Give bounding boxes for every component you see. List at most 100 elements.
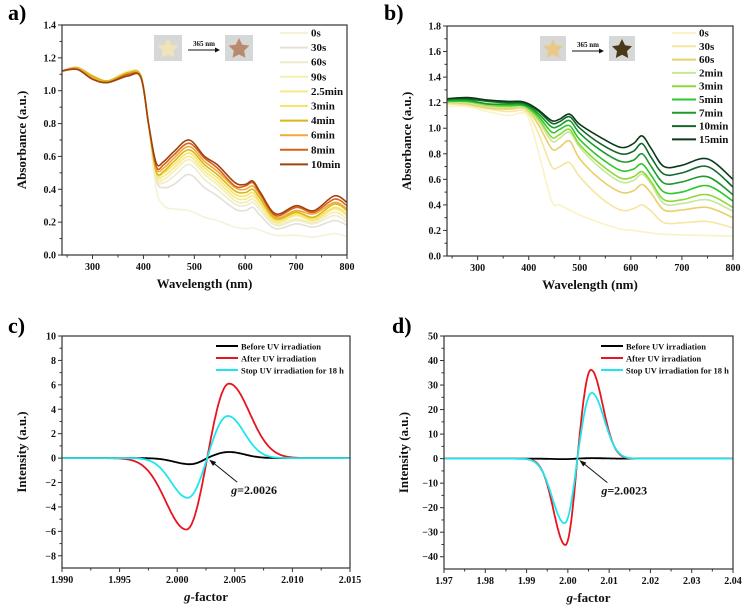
- star-icon: [157, 38, 179, 58]
- series-line-30s: [447, 103, 733, 229]
- series-line-0s: [447, 105, 733, 237]
- series-line-5min: [447, 100, 733, 202]
- x-tick-label: 600: [623, 263, 638, 274]
- y-tick-label: 0.6: [429, 175, 442, 186]
- y-tick-label: 0: [433, 454, 438, 465]
- y-tick-label: 1.2: [44, 53, 57, 64]
- y-tick-label: 0.8: [429, 149, 442, 160]
- y-tick-label: 50: [428, 332, 438, 343]
- legend-label: 8min: [311, 144, 335, 156]
- y-tick-label: 8: [51, 356, 56, 367]
- y-tick-label: −30: [422, 528, 438, 539]
- annotation-italic: g: [230, 483, 237, 497]
- annotation-value: =2.0023: [607, 484, 647, 498]
- y-axis-title: Absorbance (a.u.): [399, 92, 414, 191]
- y-tick-label: 0.2: [429, 226, 442, 237]
- y-tick-label: 1.4: [429, 73, 442, 84]
- x-axis-title: g-factor: [183, 589, 228, 604]
- x-tick-label: 700: [289, 262, 304, 273]
- x-tick-label: 2.04: [724, 576, 742, 587]
- legend-label: After UV irradiation: [241, 354, 317, 364]
- legend-label: 60s: [311, 57, 327, 69]
- y-axis-title: Intensity (a.u.): [14, 411, 29, 492]
- y-tick-label: 2: [51, 429, 56, 440]
- y-tick-label: 0.4: [429, 200, 442, 211]
- plot-area: [444, 369, 733, 546]
- x-tick-label: 500: [572, 263, 587, 274]
- x-axis-title-rest: -factor: [190, 589, 228, 604]
- legend-label: 60s: [699, 54, 715, 66]
- x-tick-label: 300: [470, 263, 485, 274]
- y-tick-label: 0.4: [44, 185, 57, 196]
- legend-label: 2min: [699, 67, 723, 79]
- legend-label: 2.5min: [311, 86, 343, 98]
- series-line-90s: [62, 66, 347, 225]
- y-tick-label: 10: [428, 430, 438, 441]
- y-tick-label: 30: [428, 381, 438, 392]
- legend-label: 7min: [699, 107, 723, 119]
- series-line-10min: [447, 97, 733, 188]
- y-tick-label: −20: [422, 503, 438, 514]
- legend-label: 0s: [699, 28, 710, 40]
- legend: 0s 30s 60s 90s 2.5min 3min 4min 6min 8min 10min: [280, 28, 343, 171]
- legend-label: Stop UV irradiation for 18 h: [626, 366, 729, 376]
- panel-label: a): [8, 0, 26, 25]
- series-line-15min: [447, 96, 733, 180]
- plot-area: [62, 382, 350, 531]
- plot-area: [62, 66, 347, 238]
- y-tick-label: −2: [45, 478, 56, 489]
- x-tick-label: 400: [521, 263, 536, 274]
- y-tick-label: 0.0: [44, 251, 57, 262]
- panel-label: d): [392, 313, 412, 338]
- y-tick-label: −4: [45, 502, 56, 513]
- y-tick-label: 1.2: [429, 98, 442, 109]
- x-tick-label: 1.995: [108, 575, 131, 586]
- star-icon: [228, 38, 250, 58]
- legend-label: 3min: [699, 81, 723, 93]
- legend-label: 4min: [311, 115, 335, 127]
- annotation-arrow-head-icon: [579, 460, 587, 467]
- chart-panel-3: d) 1.97 1.98 1.99 2.00 2.01 2.02 2.03 2.04 −40 −30…: [392, 313, 742, 605]
- panel-label: c): [8, 313, 25, 338]
- x-tick-label: 600: [238, 262, 253, 273]
- y-tick-label: 1.0: [429, 124, 442, 135]
- series-line-8min: [62, 68, 347, 217]
- y-tick-label: 0.8: [44, 119, 57, 130]
- x-tick-label: 300: [85, 262, 100, 273]
- y-tick-label: 1.6: [429, 47, 442, 58]
- series-line-Stop UV irradiation for 18 h: [444, 391, 733, 524]
- legend: Before UV irradiation After UV irradiatio…: [216, 342, 344, 376]
- legend-label: Before UV irradiation: [626, 342, 706, 352]
- legend-label: Before UV irradiation: [241, 342, 321, 352]
- x-tick-label: 700: [674, 263, 689, 274]
- y-tick-label: 6: [51, 380, 56, 391]
- y-tick-label: 1.4: [44, 21, 57, 32]
- arrow-head-icon: [599, 48, 604, 54]
- legend-label: 15min: [699, 134, 728, 146]
- x-tick-label: 2.02: [642, 576, 660, 587]
- legend-label: 10min: [699, 121, 728, 133]
- chart-panel-2: c) 1.990 1.995 2.000 2.005 2.010 2.015 −8 −6 −4 −2…: [8, 313, 361, 604]
- series-line-10min: [62, 68, 347, 215]
- x-axis-title-italic: g: [183, 589, 191, 604]
- legend-label: 0s: [311, 28, 322, 40]
- legend-label: 6min: [311, 130, 335, 142]
- inset-wavelength-label: 365 nm: [577, 41, 599, 49]
- legend-label: Stop UV irradiation for 18 h: [241, 366, 344, 376]
- x-tick-label: 1.98: [477, 576, 495, 587]
- annotation-arrow-line: [581, 461, 608, 484]
- legend-label: 30s: [699, 41, 715, 53]
- y-tick-label: −6: [45, 527, 56, 538]
- g-value-annotation: g=2.0026: [230, 483, 277, 497]
- x-axis-title: Wavelength (nm): [157, 276, 253, 291]
- y-axis-title: Absorbance (a.u.): [14, 91, 29, 190]
- y-axis-title: Intensity (a.u.): [396, 412, 411, 493]
- legend-label: 90s: [311, 71, 327, 83]
- x-tick-label: 2.00: [559, 576, 577, 587]
- y-tick-label: 1.8: [429, 22, 442, 33]
- y-tick-label: −40: [422, 552, 438, 563]
- x-axis-title: g-factor: [565, 590, 610, 605]
- x-tick-label: 2.010: [281, 575, 304, 586]
- legend-label: After UV irradiation: [626, 354, 702, 364]
- star-icon: [543, 39, 563, 58]
